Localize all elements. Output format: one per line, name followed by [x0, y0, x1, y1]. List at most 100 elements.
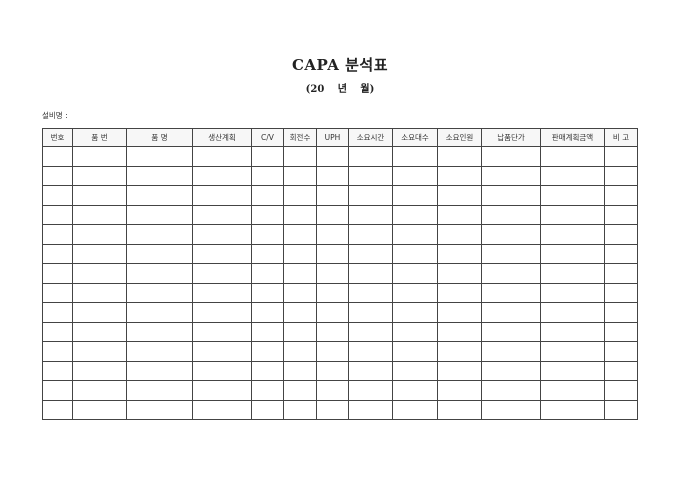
table-cell[interactable]: [348, 360, 393, 381]
table-cell[interactable]: [251, 243, 284, 264]
table-cell[interactable]: [192, 321, 252, 342]
table-cell[interactable]: [481, 341, 541, 362]
table-cell[interactable]: [42, 399, 73, 420]
table-cell[interactable]: [540, 360, 605, 381]
table-cell[interactable]: [540, 282, 605, 303]
table-cell[interactable]: [72, 165, 127, 186]
table-cell[interactable]: [437, 224, 482, 245]
table-cell[interactable]: [348, 282, 393, 303]
table-cell[interactable]: [192, 224, 252, 245]
table-cell[interactable]: [392, 185, 438, 206]
table-cell[interactable]: [72, 282, 127, 303]
table-cell[interactable]: [251, 399, 284, 420]
table-cell[interactable]: [316, 302, 349, 323]
table-cell[interactable]: [126, 243, 193, 264]
table-cell[interactable]: [540, 263, 605, 284]
table-cell[interactable]: [42, 204, 73, 225]
table-cell[interactable]: [126, 146, 193, 167]
table-cell[interactable]: [481, 224, 541, 245]
table-cell[interactable]: [283, 380, 317, 401]
table-cell[interactable]: [437, 263, 482, 284]
table-cell[interactable]: [604, 204, 638, 225]
table-cell[interactable]: [42, 185, 73, 206]
table-cell[interactable]: [481, 302, 541, 323]
table-cell[interactable]: [42, 224, 73, 245]
table-cell[interactable]: [604, 224, 638, 245]
table-cell[interactable]: [540, 341, 605, 362]
table-cell[interactable]: [437, 282, 482, 303]
table-cell[interactable]: [392, 204, 438, 225]
table-cell[interactable]: [251, 282, 284, 303]
table-cell[interactable]: [316, 263, 349, 284]
table-cell[interactable]: [437, 165, 482, 186]
table-cell[interactable]: [192, 243, 252, 264]
table-cell[interactable]: [316, 165, 349, 186]
table-cell[interactable]: [437, 204, 482, 225]
table-cell[interactable]: [283, 321, 317, 342]
table-cell[interactable]: [251, 302, 284, 323]
table-cell[interactable]: [348, 185, 393, 206]
table-cell[interactable]: [192, 263, 252, 284]
table-cell[interactable]: [42, 243, 73, 264]
table-cell[interactable]: [540, 380, 605, 401]
table-cell[interactable]: [42, 341, 73, 362]
table-cell[interactable]: [283, 263, 317, 284]
table-cell[interactable]: [348, 263, 393, 284]
table-cell[interactable]: [437, 399, 482, 420]
table-cell[interactable]: [540, 399, 605, 420]
table-cell[interactable]: [604, 165, 638, 186]
table-cell[interactable]: [283, 224, 317, 245]
table-cell[interactable]: [437, 302, 482, 323]
table-cell[interactable]: [437, 146, 482, 167]
table-cell[interactable]: [540, 224, 605, 245]
table-cell[interactable]: [481, 165, 541, 186]
table-cell[interactable]: [283, 243, 317, 264]
table-cell[interactable]: [392, 399, 438, 420]
table-cell[interactable]: [316, 360, 349, 381]
table-cell[interactable]: [437, 341, 482, 362]
table-cell[interactable]: [251, 380, 284, 401]
table-cell[interactable]: [540, 321, 605, 342]
table-cell[interactable]: [604, 380, 638, 401]
table-cell[interactable]: [192, 282, 252, 303]
table-cell[interactable]: [72, 224, 127, 245]
table-cell[interactable]: [604, 341, 638, 362]
table-cell[interactable]: [72, 146, 127, 167]
table-cell[interactable]: [540, 165, 605, 186]
table-cell[interactable]: [72, 380, 127, 401]
table-cell[interactable]: [126, 321, 193, 342]
table-cell[interactable]: [316, 341, 349, 362]
table-cell[interactable]: [192, 185, 252, 206]
table-cell[interactable]: [42, 380, 73, 401]
table-cell[interactable]: [126, 302, 193, 323]
table-cell[interactable]: [251, 165, 284, 186]
table-cell[interactable]: [604, 360, 638, 381]
table-cell[interactable]: [437, 321, 482, 342]
table-cell[interactable]: [42, 302, 73, 323]
table-cell[interactable]: [392, 165, 438, 186]
table-cell[interactable]: [604, 321, 638, 342]
table-cell[interactable]: [42, 321, 73, 342]
table-cell[interactable]: [72, 302, 127, 323]
table-cell[interactable]: [348, 224, 393, 245]
table-cell[interactable]: [481, 282, 541, 303]
table-cell[interactable]: [540, 243, 605, 264]
table-cell[interactable]: [126, 263, 193, 284]
table-cell[interactable]: [316, 204, 349, 225]
table-cell[interactable]: [437, 360, 482, 381]
table-cell[interactable]: [126, 399, 193, 420]
table-cell[interactable]: [392, 302, 438, 323]
table-cell[interactable]: [481, 321, 541, 342]
table-cell[interactable]: [251, 263, 284, 284]
table-cell[interactable]: [251, 146, 284, 167]
table-cell[interactable]: [283, 185, 317, 206]
table-cell[interactable]: [72, 399, 127, 420]
table-cell[interactable]: [192, 341, 252, 362]
table-cell[interactable]: [72, 185, 127, 206]
table-cell[interactable]: [192, 204, 252, 225]
table-cell[interactable]: [604, 302, 638, 323]
table-cell[interactable]: [604, 185, 638, 206]
table-cell[interactable]: [540, 146, 605, 167]
table-cell[interactable]: [604, 263, 638, 284]
table-cell[interactable]: [392, 263, 438, 284]
